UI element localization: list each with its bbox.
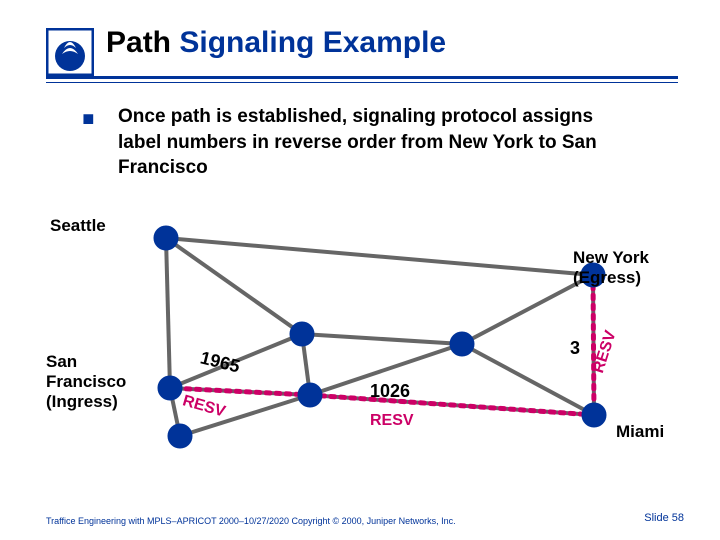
resv-2: RESV <box>370 412 414 430</box>
label-nyc: New York (Egress) <box>573 248 649 288</box>
label-sf: San Francisco (Ingress) <box>46 352 126 412</box>
footer-left: Traffice Engineering with MPLS–APRICOT 2… <box>46 516 456 528</box>
label-miami: Miami <box>616 422 664 442</box>
label-3: 3 <box>570 338 580 359</box>
label-1026: 1026 <box>370 381 410 402</box>
slide: Path Signaling Example ◆ Once path is es… <box>0 0 720 540</box>
label-seattle: Seattle <box>50 216 106 236</box>
footer-right: Slide 58 <box>644 512 684 524</box>
